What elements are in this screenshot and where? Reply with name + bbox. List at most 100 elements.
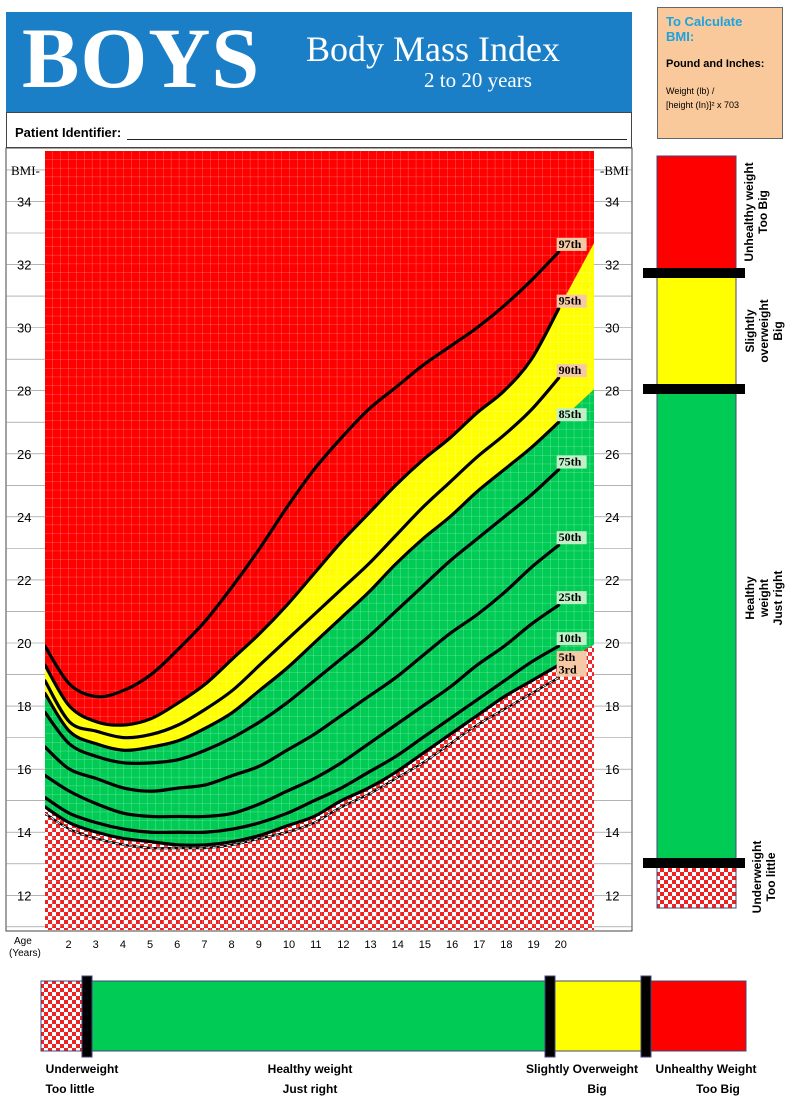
- right-legend-green: [656, 389, 737, 865]
- xtick-6: 6: [174, 939, 180, 951]
- calc-subtitle: Pound and Inches:: [666, 58, 765, 70]
- right-label-slightly-line: overweight: [757, 299, 771, 362]
- plot-area: [45, 151, 594, 930]
- percentile-label-85th: 85th: [559, 407, 582, 421]
- xtick-18: 18: [500, 939, 512, 951]
- calc-formula: Weight (lb) / [height (In)]² x 703: [666, 84, 774, 112]
- ytick-right-16: 16: [605, 762, 619, 777]
- bottom-legend-divider: [81, 975, 93, 1058]
- curve-5th: [45, 663, 561, 847]
- ylabel-left: BMI-: [11, 163, 40, 178]
- right-label-healthy-line: Healthy: [743, 576, 757, 620]
- bottom-label-slightly-1: Slightly Overweight: [526, 1062, 638, 1076]
- ytick-left-24: 24: [17, 510, 31, 525]
- percentile-label-95th: 95th: [559, 294, 582, 308]
- label-bg-50th: [556, 531, 587, 545]
- percentile-label-90th: 90th: [559, 363, 582, 377]
- xtick-14: 14: [392, 939, 404, 951]
- ytick-left-34: 34: [17, 194, 31, 209]
- curve-3rd: [45, 676, 560, 850]
- xtick-4: 4: [120, 939, 126, 951]
- xtick-11: 11: [310, 939, 321, 951]
- xlabel-line2: (Years): [9, 948, 41, 959]
- label-bg-5th: [556, 651, 587, 665]
- ytick-right-30: 30: [605, 321, 619, 336]
- right-label-healthy-line: weight: [757, 579, 771, 618]
- percentile-label-25th: 25th: [559, 590, 582, 604]
- ytick-left-26: 26: [17, 447, 31, 462]
- bottom-label-healthy-2: Just right: [283, 1082, 338, 1096]
- patient-identifier-label: Patient Identifier:: [15, 125, 122, 140]
- formula-line-2: [height (In)]² x 703: [666, 100, 740, 110]
- right-label-healthy: Healthy weight Just right: [743, 571, 785, 626]
- right-legend-divider: [643, 384, 745, 394]
- curve-25th: [45, 603, 561, 819]
- right-label-unhealthy-line: Unhealthy weight: [742, 162, 756, 261]
- bottom-legend-checker: [40, 980, 87, 1052]
- xtick-12: 12: [337, 939, 349, 951]
- ytick-left-22: 22: [17, 573, 31, 588]
- right-legend-yellow: [656, 273, 737, 391]
- right-label-slightly: Slightly overweight Big: [743, 299, 785, 362]
- xtick-3: 3: [93, 939, 99, 951]
- ytick-left-16: 16: [17, 762, 31, 777]
- right-legend-divider: [643, 858, 745, 868]
- xtick-10: 10: [283, 939, 295, 951]
- xtick-5: 5: [147, 939, 153, 951]
- ytick-left-28: 28: [17, 384, 31, 399]
- xtick-7: 7: [201, 939, 207, 951]
- bottom-label-healthy-1: Healthy weight: [268, 1062, 353, 1076]
- label-bg-75th: [556, 455, 587, 469]
- percentile-label-75th: 75th: [559, 455, 582, 469]
- chart-title: Body Mass Index: [306, 29, 560, 69]
- bottom-legend-divider: [640, 975, 652, 1058]
- patient-identifier-line[interactable]: [127, 139, 627, 140]
- ytick-right-22: 22: [605, 573, 619, 588]
- curve-85th: [45, 420, 561, 752]
- curve-90th: [45, 376, 561, 740]
- bottom-legend-yellow: [550, 980, 647, 1052]
- xlabel-line1: Age: [14, 936, 32, 947]
- ytick-right-32: 32: [605, 258, 619, 273]
- formula-line-1: Weight (lb) /: [666, 86, 715, 96]
- ytick-left-12: 12: [17, 888, 31, 903]
- curve-97th: [45, 250, 561, 699]
- bottom-label-unhealthy-2: Too Big: [696, 1082, 740, 1096]
- title-banner: BOYS Body Mass Index 2 to 20 years: [6, 10, 632, 112]
- right-legend-checker: [656, 863, 737, 909]
- right-label-unhealthy: Unhealthy weight Too Big: [742, 162, 770, 261]
- xtick-15: 15: [419, 939, 431, 951]
- bottom-label-slightly-2: Big: [587, 1082, 606, 1096]
- xtick-8: 8: [229, 939, 235, 951]
- ytick-right-28: 28: [605, 384, 619, 399]
- bottom-label-under-2: Too little: [45, 1082, 94, 1096]
- right-legend-red: [656, 155, 737, 275]
- label-bg-3rd: [556, 663, 587, 677]
- xtick-16: 16: [446, 939, 458, 951]
- right-label-under-line: Underweight: [750, 841, 764, 914]
- right-legend: Unhealthy weight Too Big Slightly overweigh…: [643, 155, 785, 914]
- label-bg-95th: [556, 294, 587, 308]
- bottom-label-unhealthy-1: Unhealthy Weight: [655, 1062, 756, 1076]
- xtick-17: 17: [473, 939, 485, 951]
- bottom-label-under-1: Underweight: [46, 1062, 119, 1076]
- right-label-slightly-line: Slightly: [743, 309, 757, 353]
- ytick-left-18: 18: [17, 699, 31, 714]
- ylabel-right: -BMI: [600, 163, 629, 178]
- ytick-right-14: 14: [605, 825, 619, 840]
- xtick-13: 13: [364, 939, 376, 951]
- xtick-20: 20: [555, 939, 567, 951]
- percentile-label-5th: 5th: [559, 650, 576, 664]
- right-label-under-line: Too little: [764, 852, 778, 901]
- gridlines: [45, 151, 594, 930]
- curve-75th: [45, 467, 561, 766]
- ytick-right-20: 20: [605, 636, 619, 651]
- ytick-right-26: 26: [605, 447, 619, 462]
- curve-10th: [45, 644, 561, 835]
- ytick-right-12: 12: [605, 888, 619, 903]
- right-label-unhealthy-line: Too Big: [756, 190, 770, 234]
- xtick-9: 9: [256, 939, 262, 951]
- bottom-legend: Underweight Too little Healthy weight Just …: [40, 975, 757, 1096]
